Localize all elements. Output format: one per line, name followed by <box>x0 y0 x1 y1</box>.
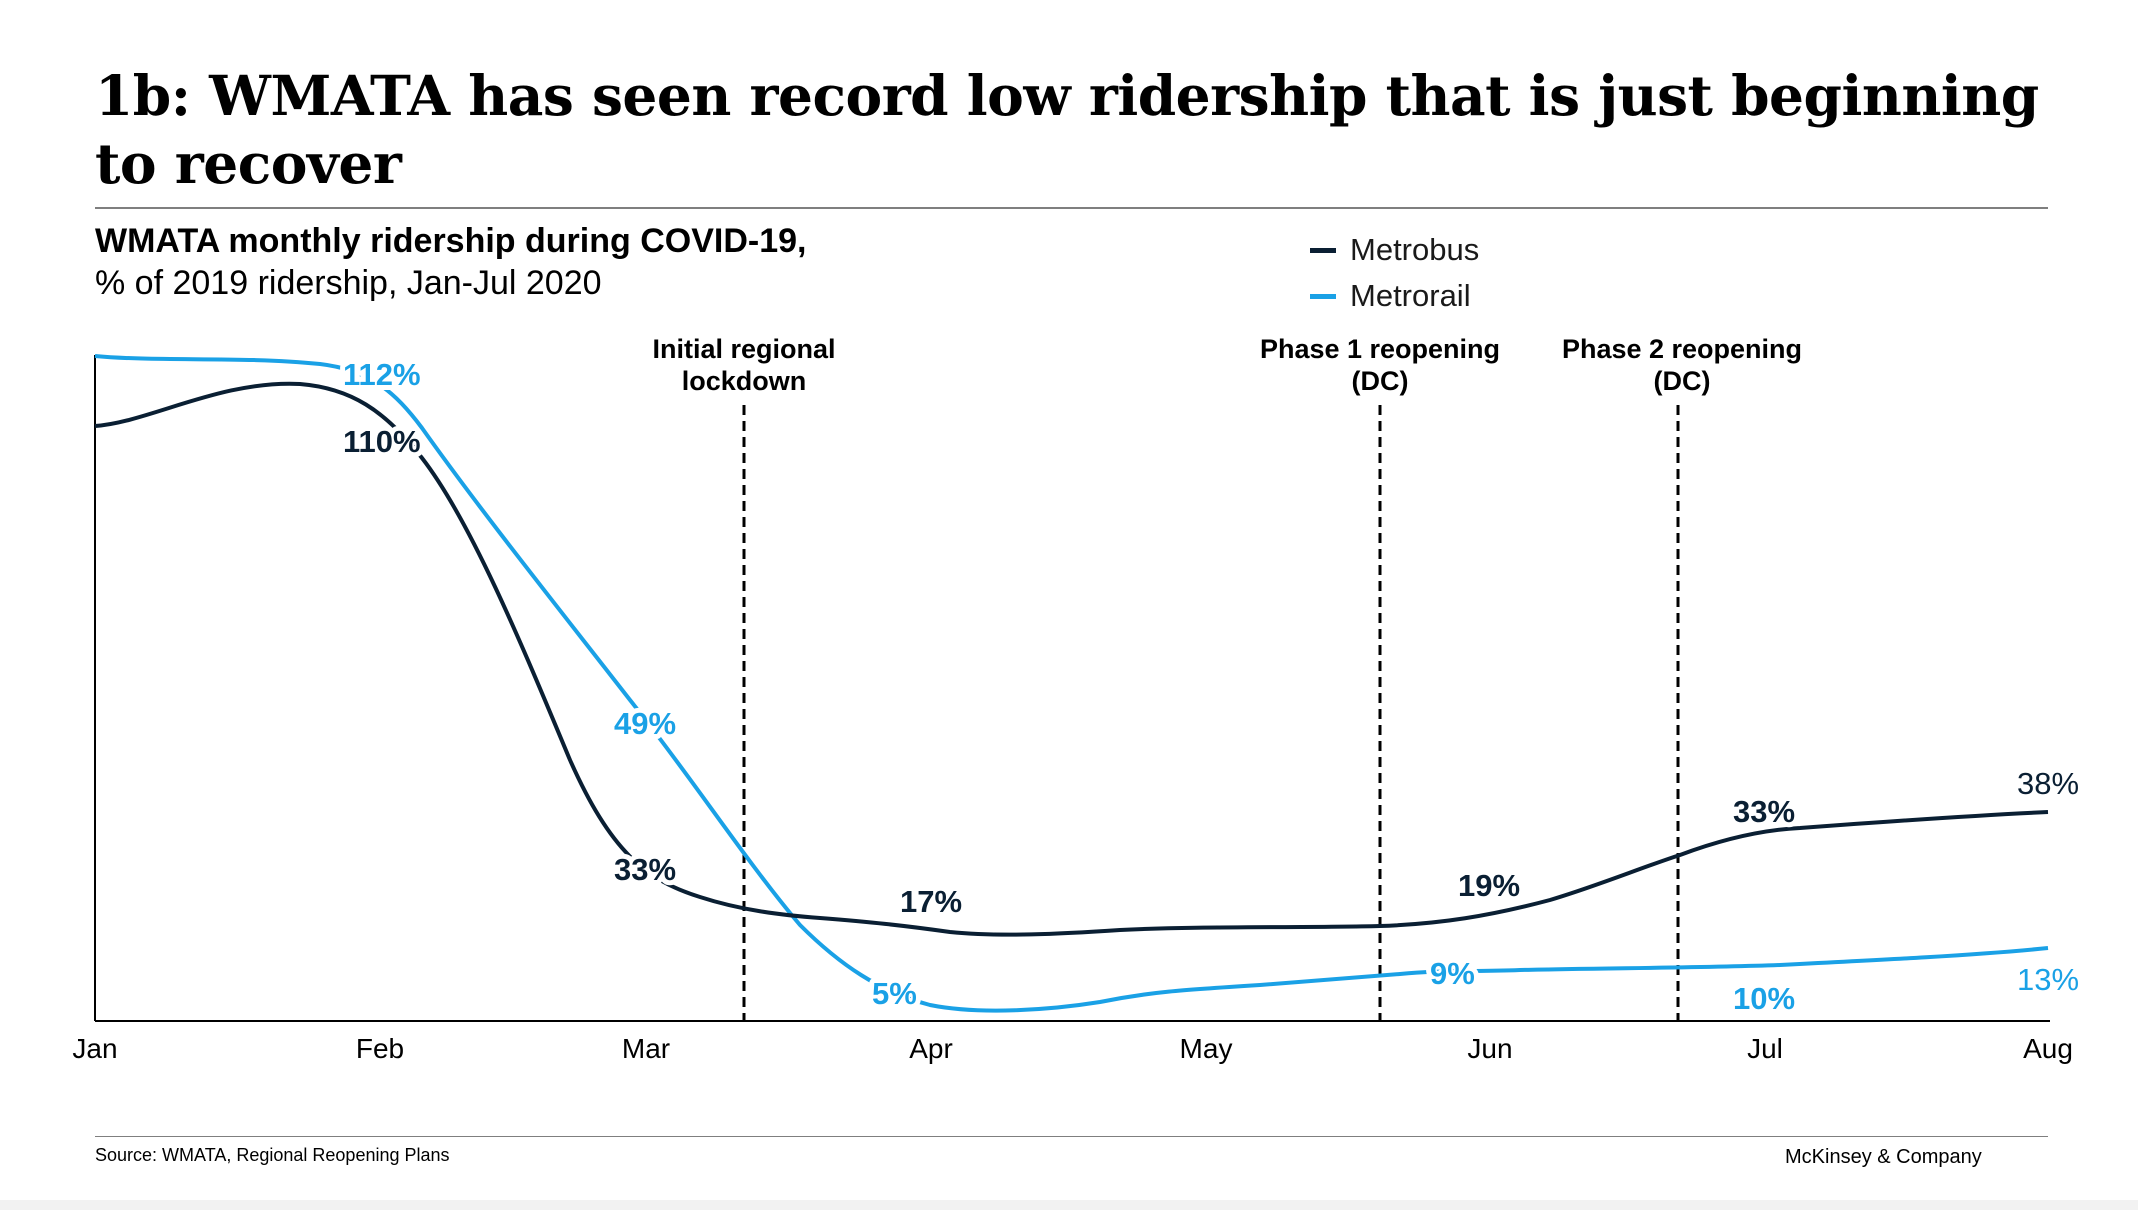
label-metrorail-mar: 49% <box>614 706 676 741</box>
chart-title: WMATA monthly ridership during COVID-19, <box>95 222 807 260</box>
label-metrobus-jul: 33% <box>1733 794 1795 829</box>
x-tick-aug: Aug <box>2023 1033 2073 1064</box>
legend-swatch-metrobus <box>1310 247 1336 253</box>
chart-subtitle: % of 2019 ridership, Jan-Jul 2020 <box>95 264 602 302</box>
source-note: Source: WMATA, Regional Reopening Plans <box>95 1145 450 1165</box>
x-tick-feb: Feb <box>356 1033 404 1064</box>
label-metrobus-jun: 19% <box>1458 868 1520 903</box>
label-metrobus-aug: 38% <box>2017 766 2079 801</box>
title-divider <box>95 207 2048 209</box>
label-metrobus-apr: 17% <box>900 884 962 919</box>
label-metrobus-mar: 33% <box>614 852 676 887</box>
annotation-phase1-line2: (DC) <box>1352 366 1409 396</box>
x-tick-jul: Jul <box>1747 1033 1783 1064</box>
annotation-phase2-line1: Phase 2 reopening <box>1562 334 1802 364</box>
legend-item-metrobus: Metrobus <box>1310 230 1479 270</box>
x-tick-jan: Jan <box>72 1033 117 1064</box>
label-metrobus-feb: 110% <box>343 424 421 459</box>
series-line-metrorail <box>94 354 2049 1013</box>
label-metrorail-jun: 9% <box>1430 956 1475 991</box>
annotation-lockdown-line1: Initial regional <box>652 334 835 364</box>
legend-label-metrobus: Metrobus <box>1350 232 1480 267</box>
legend-label-metrorail: Metrorail <box>1350 278 1471 313</box>
bottom-bar <box>0 1200 2138 1210</box>
label-metrorail-jul: 10% <box>1733 981 1795 1016</box>
x-tick-jun: Jun <box>1467 1033 1512 1064</box>
x-tick-mar: Mar <box>622 1033 670 1064</box>
legend-swatch-metrorail <box>1310 293 1336 299</box>
x-tick-apr: Apr <box>909 1033 953 1064</box>
brand-name: McKinsey & Company <box>1785 1146 1982 1168</box>
footer-divider <box>95 1136 2048 1137</box>
annotation-phase2-line2: (DC) <box>1654 366 1711 396</box>
page-title: 1b: WMATA has seen record low ridership … <box>95 63 2039 196</box>
label-metrorail-feb: 112% <box>343 357 421 392</box>
annotation-phase1-line1: Phase 1 reopening <box>1260 334 1500 364</box>
legend-item-metrorail: Metrorail <box>1310 276 1471 316</box>
label-metrorail-aug: 13% <box>2017 962 2079 997</box>
label-metrorail-apr: 5% <box>872 976 917 1011</box>
series-line-metrobus <box>94 381 2049 937</box>
x-tick-may: May <box>1180 1033 1233 1064</box>
annotation-lockdown-line2: lockdown <box>682 366 807 396</box>
